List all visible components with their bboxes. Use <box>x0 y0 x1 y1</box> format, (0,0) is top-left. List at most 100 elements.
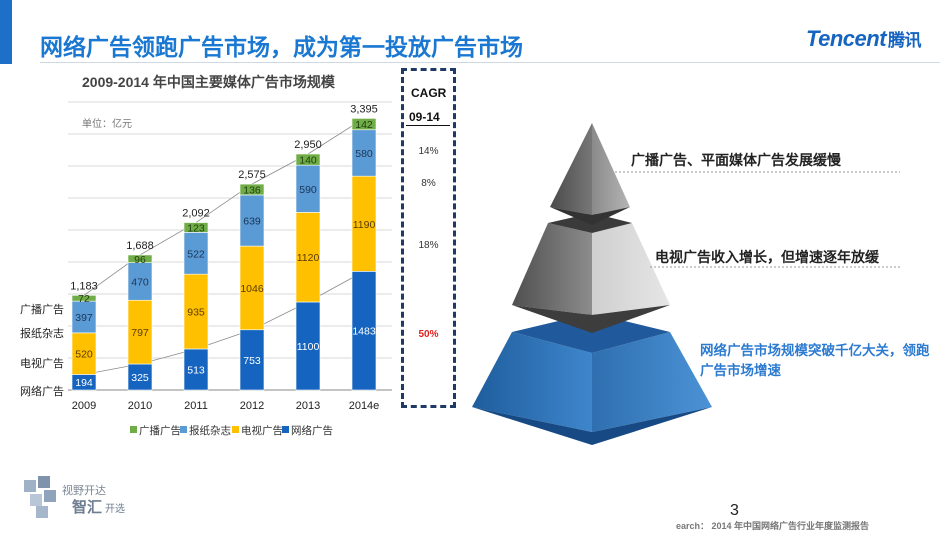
total-label: 1,688 <box>126 240 154 252</box>
data-label: 935 <box>187 307 205 319</box>
data-label: 1120 <box>297 252 320 264</box>
row-label: 报纸杂志 <box>20 326 64 340</box>
pyramid-bottom-text: 网络广告市场规模突破千亿大关，领跑广告市场增速 <box>700 343 930 378</box>
row-label: 广播广告 <box>20 302 64 316</box>
data-label: 1046 <box>240 283 264 295</box>
bar-segment <box>71 295 97 302</box>
x-tick-label: 2014e <box>349 400 380 412</box>
data-label: 194 <box>75 377 93 389</box>
legend-swatch <box>282 426 289 433</box>
data-label: 140 <box>299 155 317 167</box>
data-label: 639 <box>243 216 261 228</box>
pyramid-bottom-right <box>592 332 712 432</box>
legend-swatch <box>232 426 239 433</box>
x-tick-label: 2013 <box>296 400 320 412</box>
bar-segment <box>127 363 153 391</box>
bar-segment <box>239 194 265 247</box>
bar-segment <box>295 153 321 166</box>
data-label: 753 <box>243 355 261 367</box>
pyramid-middle-right <box>592 223 670 315</box>
logo-cn: 腾讯 <box>888 31 922 50</box>
legend-label: 广播广告 <box>139 424 181 437</box>
bar-segment <box>71 332 97 375</box>
total-label: 2,575 <box>238 169 266 181</box>
total-label: 2,950 <box>294 139 322 151</box>
title-divider <box>40 62 940 63</box>
page-number: 3 <box>730 502 739 519</box>
watermark-line2: 智汇 开选 <box>72 496 125 517</box>
data-label: 1483 <box>352 326 376 338</box>
pyramid-top-left <box>550 123 592 215</box>
bar-segment <box>71 300 97 334</box>
cagr-value-tv: 18% <box>418 240 439 251</box>
legend-label: 网络广告 <box>291 424 333 437</box>
bar-segment <box>239 183 265 196</box>
cube-logo-icon <box>24 476 56 518</box>
bar-segment <box>127 262 153 301</box>
cagr-value-print: 8% <box>421 178 436 189</box>
bar-segment <box>183 222 209 233</box>
data-label: 513 <box>187 364 205 376</box>
legend-label: 电视广告 <box>241 424 283 437</box>
total-label: 2,092 <box>182 208 210 220</box>
watermark-small: 开选 <box>105 504 126 515</box>
total-label: 1,183 <box>70 280 98 292</box>
x-tick-label: 2011 <box>184 400 208 412</box>
x-tick-label: 2009 <box>72 400 96 412</box>
data-label: 797 <box>131 327 149 339</box>
total-label: 3,395 <box>350 103 378 115</box>
pyramid-bottom-base <box>472 407 712 445</box>
row-label: 网络广告 <box>20 384 64 398</box>
data-label: 1100 <box>297 341 320 353</box>
pyramid-bottom-left <box>472 332 592 432</box>
pyramid-top-text: 广播广告、平面媒体广告发展缓慢 <box>631 152 841 168</box>
data-label: 520 <box>75 349 93 361</box>
source-note: earch： 2014 年中国网络广告行业年度监测报告 <box>676 521 870 531</box>
cagr-value-radio: 14% <box>418 146 439 157</box>
x-tick-label: 2010 <box>128 400 152 412</box>
logo-text: Tencent <box>806 26 887 51</box>
cagr-header: CAGR <box>411 86 447 100</box>
data-label: 136 <box>243 185 261 197</box>
pyramid-top-right <box>592 123 630 215</box>
legend-swatch <box>130 426 137 433</box>
bar-segment <box>351 271 377 391</box>
data-label: 470 <box>131 276 149 288</box>
cagr-box <box>401 68 456 408</box>
data-label: 397 <box>75 312 93 324</box>
data-label: 590 <box>299 184 317 196</box>
cagr-period: 09-14 <box>409 110 440 124</box>
data-label: 72 <box>78 293 90 305</box>
data-label: 96 <box>134 254 146 266</box>
pyramid-bottom-top <box>512 313 670 353</box>
data-label: 1190 <box>353 219 376 231</box>
data-label: 325 <box>131 372 149 384</box>
data-label: 522 <box>187 248 205 260</box>
legend-label: 报纸杂志 <box>189 424 231 437</box>
data-label: 123 <box>187 222 205 234</box>
accent-bar <box>0 0 12 64</box>
pyramid-middle-base <box>512 305 670 333</box>
bar-segment <box>295 301 321 391</box>
watermark-line1: 视野开达 <box>62 485 106 497</box>
bar-segment <box>183 273 209 350</box>
x-tick-label: 2012 <box>240 400 264 412</box>
legend-swatch <box>180 426 187 433</box>
online-trend-line <box>83 271 365 375</box>
chart-title: 2009-2014 年中国主要媒体广告市场规模 <box>82 74 335 90</box>
tencent-logo: Tencent 腾讯 <box>806 26 922 52</box>
watermark-main: 智汇 <box>72 499 103 516</box>
bar-segment <box>127 254 153 263</box>
bar-segment <box>239 245 265 331</box>
bar-segment <box>295 212 321 303</box>
slide-title: 网络广告领跑广告市场，成为第一投放广告市场 <box>40 34 523 60</box>
row-label: 电视广告 <box>20 356 64 370</box>
cagr-underline <box>406 125 450 126</box>
data-label: 580 <box>355 148 373 160</box>
bar-segment <box>351 118 377 131</box>
pyramid-middle-text: 电视广告收入增长，但增速逐年放缓 <box>655 249 879 265</box>
pyramid-diagram <box>472 123 900 445</box>
pyramid-top-base <box>550 207 630 225</box>
bar-segment <box>239 329 265 391</box>
